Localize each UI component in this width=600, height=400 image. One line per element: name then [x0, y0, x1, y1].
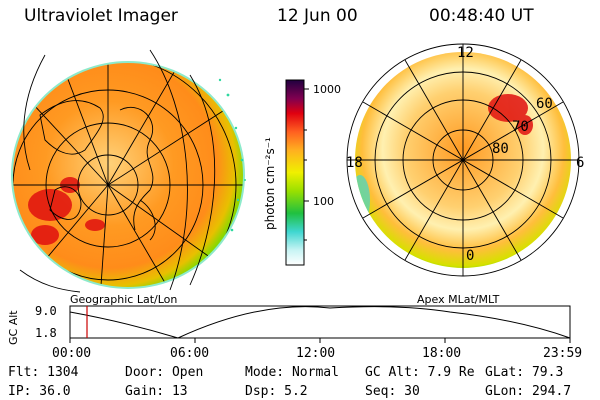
info-glon: GLon: 294.7 — [485, 384, 572, 399]
mlat-label-70: 70 — [512, 119, 529, 135]
time-tick-1800: 18:00 — [422, 346, 462, 361]
info-mode: Mode: Normal — [245, 365, 339, 380]
geographic-image — [11, 49, 246, 293]
mlt-label-6: 6 — [576, 155, 585, 171]
info-gc-alt: GC Alt: 7.9 Re — [365, 365, 475, 380]
mlat-label-60: 60 — [536, 96, 553, 112]
mlt-label-0: 0 — [466, 248, 475, 264]
right-panel-caption: Apex MLat/MLT — [417, 293, 500, 306]
info-ip: IP: 36.0 — [8, 384, 71, 399]
colorbar-tick-100: 100 — [313, 195, 334, 208]
info-seq: Seq: 30 — [365, 384, 420, 399]
info-glat: GLat: 79.3 — [485, 365, 564, 380]
time-tick-1200: 12:00 — [296, 346, 336, 361]
left-panel-caption: Geographic Lat/Lon — [70, 293, 178, 306]
colorbar — [285, 79, 309, 266]
mlat-label-80: 80 — [492, 141, 509, 157]
colorbar-tick-1000: 1000 — [313, 83, 341, 96]
apex-image — [346, 43, 580, 277]
time-label: 00:48:40 UT — [429, 6, 534, 26]
info-gain: Gain: 13 — [125, 384, 188, 399]
time-tick-2359: 23:59 — [543, 346, 583, 361]
info-door: Door: Open — [125, 365, 204, 380]
time-tick-0600: 06:00 — [170, 346, 210, 361]
mlt-label-12: 12 — [457, 45, 474, 61]
altitude-ytick-max: 9.0 — [35, 304, 57, 318]
mlt-label-18: 18 — [346, 155, 363, 171]
info-dsp: Dsp: 5.2 — [245, 384, 308, 399]
info-flight: Flt: 1304 — [8, 365, 79, 380]
time-tick-0000: 00:00 — [52, 346, 92, 361]
date-label: 12 Jun 00 — [277, 6, 358, 26]
altitude-ytick-min: 1.8 — [35, 326, 57, 340]
altitude-ylabel: GC Alt — [7, 310, 20, 345]
colorbar-unit-label: photon cm⁻²s⁻¹ — [263, 137, 277, 230]
altitude-plot — [69, 305, 571, 343]
instrument-title: Ultraviolet Imager — [24, 6, 178, 26]
